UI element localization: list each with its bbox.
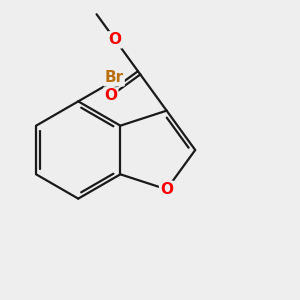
Text: Br: Br [104, 70, 124, 85]
Text: O: O [160, 182, 173, 197]
Text: O: O [104, 88, 117, 104]
Text: O: O [109, 32, 122, 47]
